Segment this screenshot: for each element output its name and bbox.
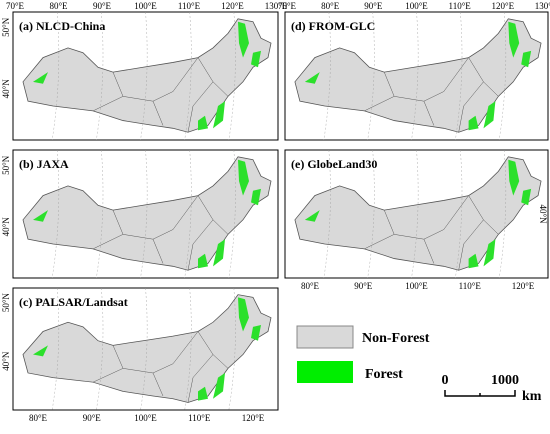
lon-label: 130°E xyxy=(265,1,288,11)
scale-line xyxy=(444,390,516,397)
graticule xyxy=(96,149,104,279)
map-panel: (c) PALSAR/Landsat 80°E 90°E 100°E 110°E 120°… xyxy=(1,287,279,423)
lon-label: 80°E xyxy=(321,1,340,11)
legend: Non-Forest Forest xyxy=(296,325,430,383)
graticule xyxy=(51,11,60,141)
lat-label: 40°N xyxy=(1,217,11,237)
lat-label: 50°N xyxy=(1,293,11,313)
panel-label: (c) PALSAR/Landsat xyxy=(19,295,128,309)
graticule xyxy=(140,287,148,411)
lat-label: 40°N xyxy=(1,79,11,99)
graticule xyxy=(51,287,60,411)
legend-label: Forest xyxy=(365,367,403,382)
legend-label: Non-Forest xyxy=(362,331,430,346)
graticule xyxy=(367,149,375,279)
graticule xyxy=(140,11,148,141)
graticule xyxy=(498,11,507,141)
lat-label: 50°N xyxy=(1,17,11,37)
lon-label: 120°E xyxy=(242,413,265,423)
graticule xyxy=(323,149,331,279)
lon-label: 70°E xyxy=(278,1,297,11)
lon-label: 90°E xyxy=(83,413,102,423)
graticule xyxy=(140,149,148,279)
map-panel: (a) NLCD-China 70°E 80°E 90°E 100°E 110°E 120°… xyxy=(1,1,288,141)
graticule xyxy=(228,11,236,141)
graticule xyxy=(184,149,192,279)
lon-label: 80°E xyxy=(29,413,48,423)
lon-label: 100°E xyxy=(405,1,428,11)
scale-label: 0 xyxy=(442,373,449,388)
map-panel: (b) JAXA 50°N 40°N xyxy=(1,149,279,279)
map-panel: (d) FROM-GLC 70°E 80°E 90°E 100°E 110°E 120°E 1… xyxy=(278,1,550,141)
lon-label: 90°E xyxy=(364,1,383,11)
panels: (a) NLCD-China 70°E 80°E 90°E 100°E 110°E 120°… xyxy=(1,1,550,423)
lon-label: 120°E xyxy=(512,281,535,291)
graticule xyxy=(367,11,375,141)
lon-label: 80°E xyxy=(49,1,68,11)
lon-label: 120°E xyxy=(492,1,515,11)
lon-label: 110°E xyxy=(188,413,211,423)
lon-label: 110°E xyxy=(178,1,201,11)
lon-label: 120°E xyxy=(221,1,244,11)
lon-label: 100°E xyxy=(134,413,157,423)
lon-label: 100°E xyxy=(134,1,157,11)
graticule xyxy=(184,287,192,411)
graticule xyxy=(184,11,192,141)
graticule xyxy=(51,149,60,279)
lon-label: 70°E xyxy=(6,1,25,11)
lon-label: 100°E xyxy=(405,281,428,291)
lat-label: 40°N xyxy=(1,351,11,371)
map-panel: (e) GlobeLand30 80°E 90°E 100°E 110°E 120°E 40… xyxy=(284,149,549,291)
graticule xyxy=(228,149,236,279)
scale-label: 1000 xyxy=(491,373,519,388)
lon-label: 90°E xyxy=(93,1,112,11)
panel-label: (a) NLCD-China xyxy=(19,19,105,33)
lon-label: 80°E xyxy=(301,281,320,291)
panel-label: (d) FROM-GLC xyxy=(291,19,375,33)
lon-label: 90°E xyxy=(354,281,373,291)
lat-label: 40°N xyxy=(538,204,548,224)
graticule xyxy=(228,287,236,411)
lon-label: 130°E xyxy=(535,1,550,11)
lon-label: 110°E xyxy=(449,1,472,11)
panel-label: (b) JAXA xyxy=(19,157,69,171)
graticule xyxy=(411,11,419,141)
legend-swatch xyxy=(297,361,353,383)
graticule xyxy=(323,11,331,141)
lat-label: 50°N xyxy=(1,155,11,175)
legend-swatch xyxy=(296,325,354,349)
graticule xyxy=(96,11,104,141)
graticule xyxy=(455,149,463,279)
scale-bar: 0 1000 km xyxy=(442,373,542,404)
graticule xyxy=(96,287,104,411)
panel-label: (e) GlobeLand30 xyxy=(291,157,377,171)
lon-label: 110°E xyxy=(459,281,482,291)
graticule xyxy=(455,11,463,141)
scale-unit: km xyxy=(522,389,542,404)
graticule xyxy=(498,149,507,279)
graticule xyxy=(411,149,419,279)
